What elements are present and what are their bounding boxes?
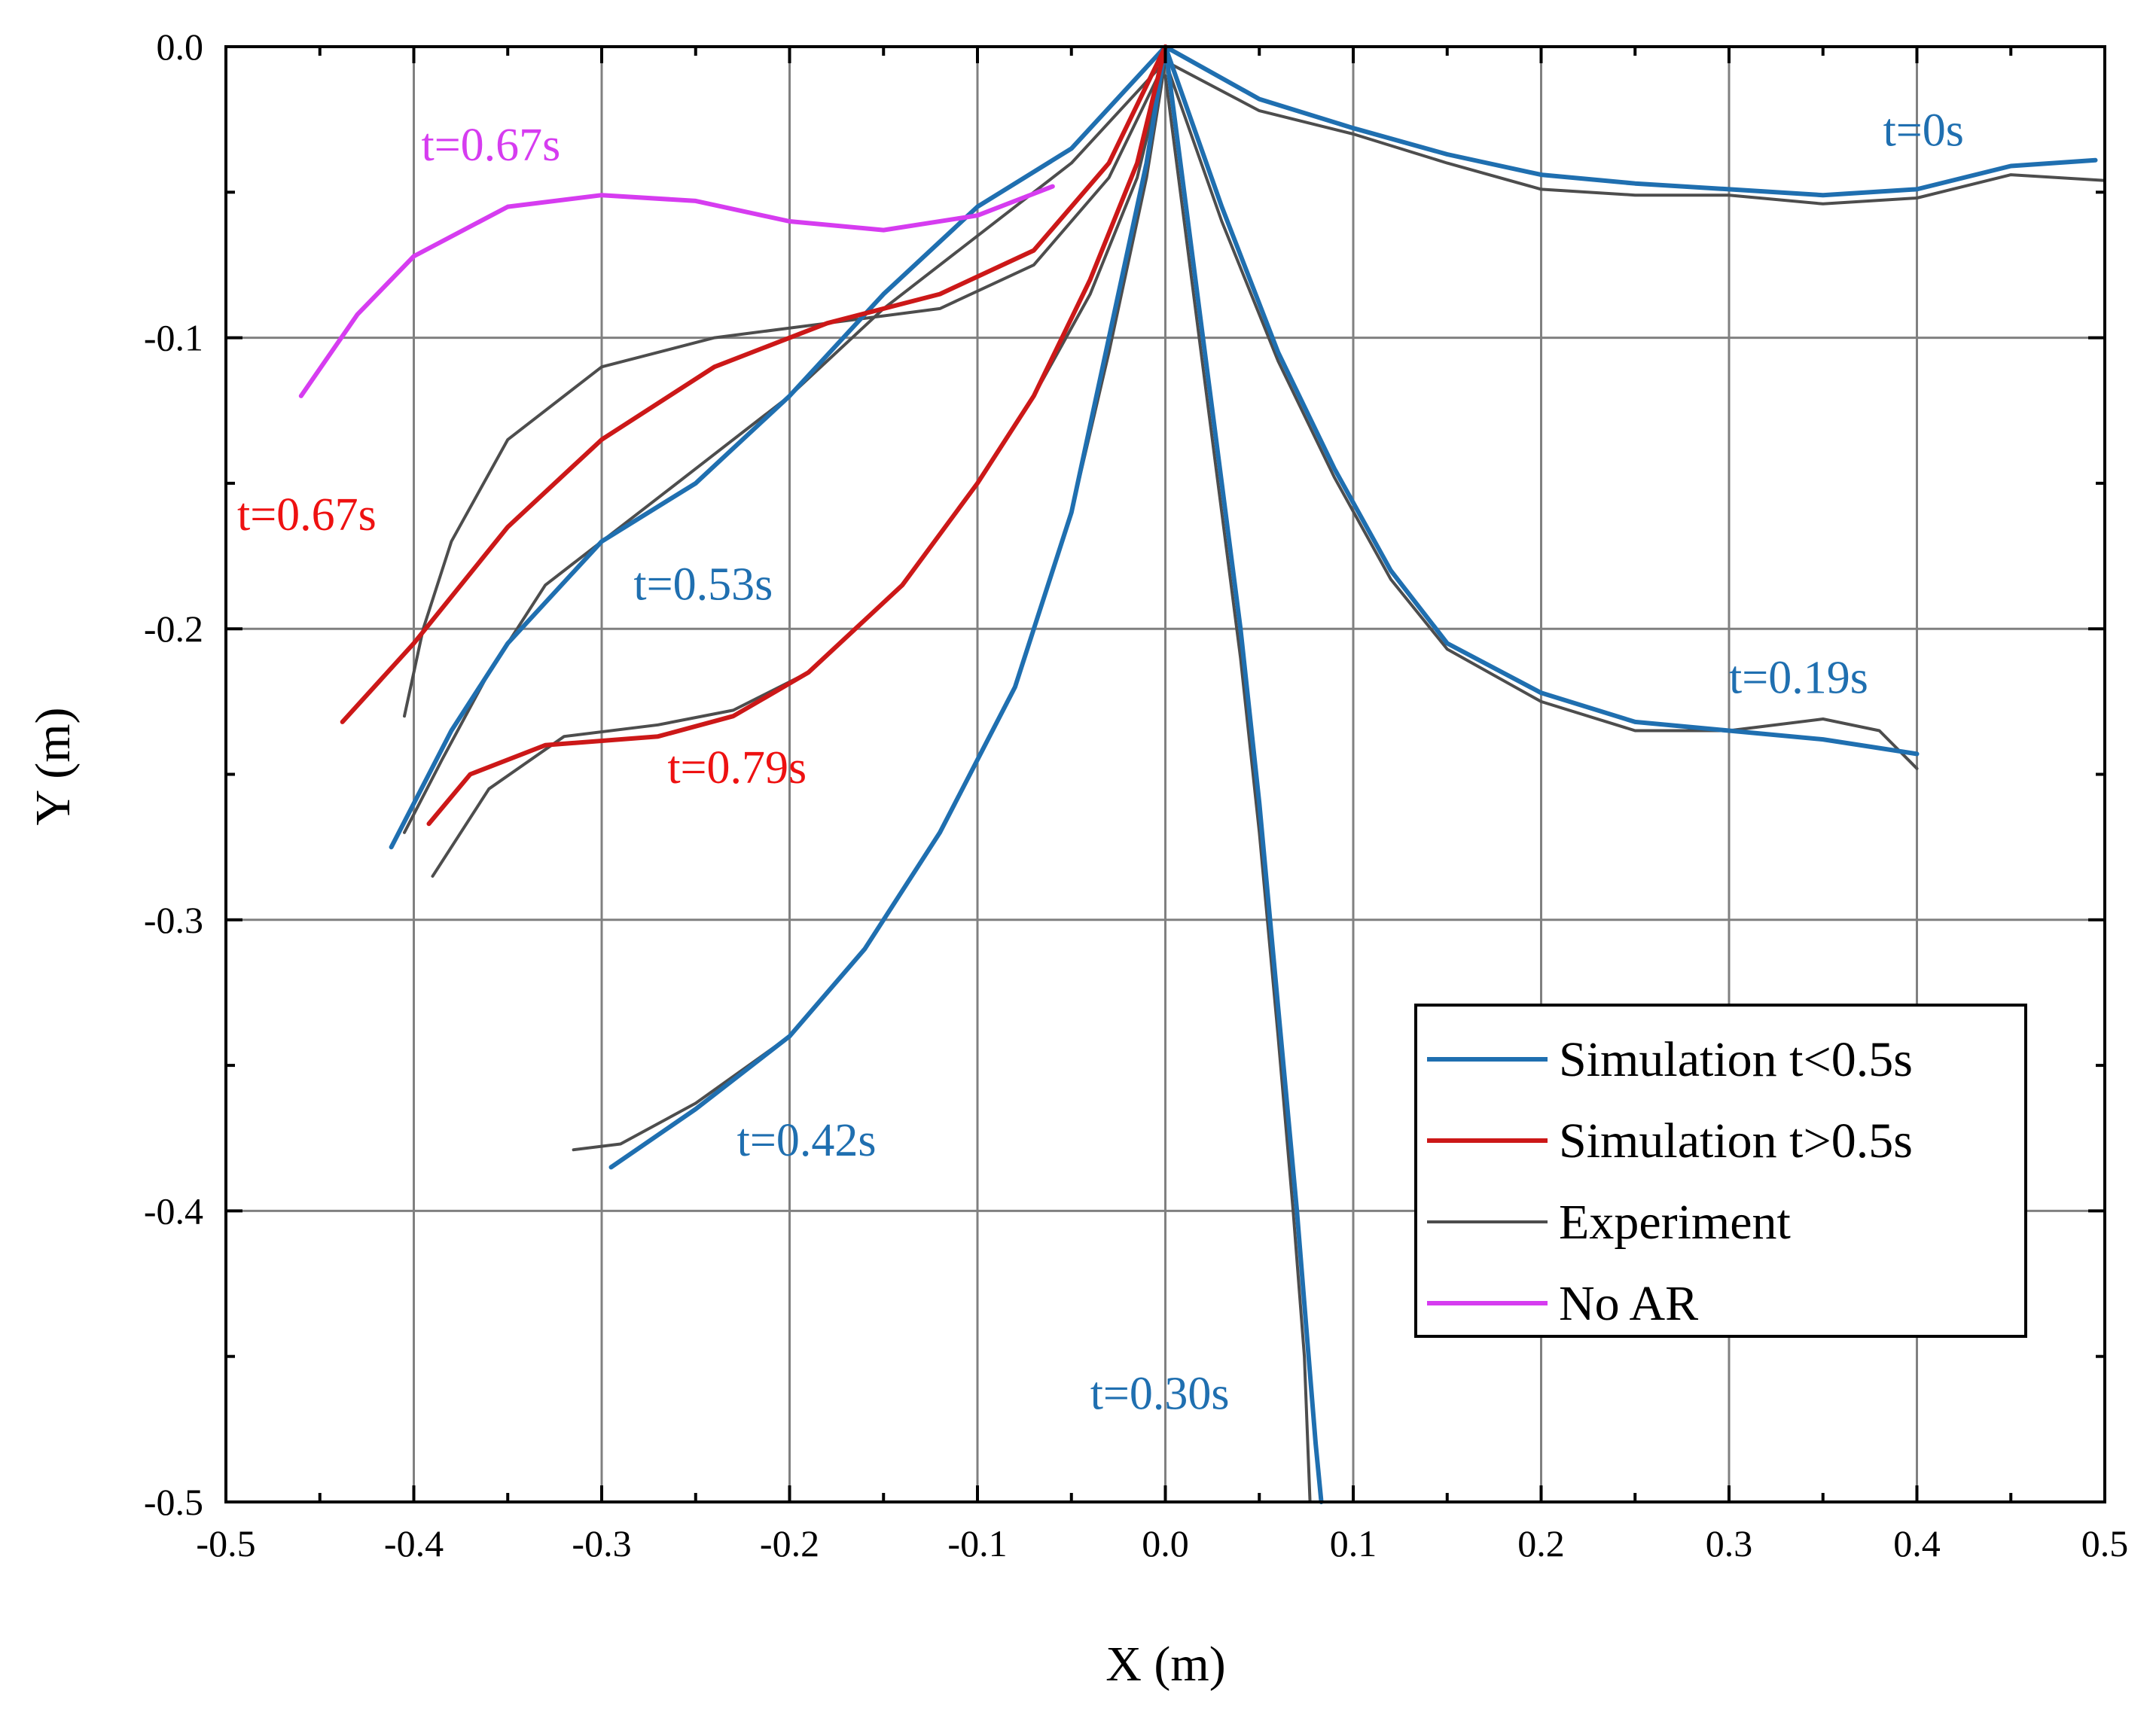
- series-line-simulation-t-0-5s: [608, 44, 1168, 1170]
- y-tick-label: 0.0: [157, 26, 204, 68]
- curve-time-label: t=0.30s: [1090, 1368, 1230, 1419]
- legend: Simulation t<0.5s Simulation t>0.5s Experi…: [1414, 1004, 2027, 1338]
- x-tick-label: -0.4: [384, 1522, 444, 1564]
- legend-label: No AR: [1559, 1276, 1698, 1331]
- x-tick-label: 0.5: [2081, 1522, 2129, 1564]
- legend-label: Experiment: [1559, 1195, 1791, 1250]
- x-tick-label: 0.4: [1893, 1522, 1941, 1564]
- series-group: [298, 44, 2106, 1504]
- y-tick-label: -0.5: [144, 1481, 203, 1523]
- series-line-simulation-t-0-5s: [1163, 44, 1920, 757]
- series-line-experiment: [1163, 74, 1312, 1503]
- x-tick-label: -0.3: [572, 1522, 631, 1564]
- series-line-no-ar: [298, 184, 1055, 398]
- series-line-simulation-t-0-5s: [1163, 44, 2098, 198]
- legend-label: Simulation t<0.5s: [1559, 1032, 1913, 1087]
- x-tick-label: 0.2: [1517, 1522, 1565, 1564]
- x-tick-label: 0.1: [1330, 1522, 1377, 1564]
- legend-label: Simulation t>0.5s: [1559, 1113, 1913, 1168]
- curve-time-label: t=0.67s: [237, 489, 377, 541]
- x-tick-label: 0.0: [1142, 1522, 1189, 1564]
- series-line-experiment: [1163, 59, 1919, 770]
- series-line-experiment: [403, 59, 1167, 834]
- plot-frame: [224, 45, 2106, 1503]
- y-axis-title: Y (m): [26, 707, 81, 825]
- x-tick-label: -0.1: [947, 1522, 1007, 1564]
- y-tick-label: -0.4: [144, 1190, 203, 1232]
- tick-labels: -0.5 -0.4 -0.3 -0.2 -0.1 0.0 0.1 0.2 0.3 0.4 0.5 0.…: [144, 26, 2128, 1564]
- curve-time-label: t=0s: [1883, 105, 1964, 156]
- curve-time-label: t=0.67s: [421, 120, 560, 171]
- series-line-simulation-t-0-5s: [426, 44, 1168, 827]
- curve-annotations: t=0s t=0.19s t=0.30s t=0.42s t=0.53s t=0.67s t…: [237, 105, 1964, 1419]
- x-tick-label: -0.5: [196, 1522, 255, 1564]
- x-axis-title: X (m): [1105, 1637, 1225, 1692]
- curve-time-label: t=0.79s: [667, 742, 807, 794]
- curve-time-label: t=0.53s: [633, 559, 773, 611]
- series-line-simulation-t-0-5s: [1163, 44, 1324, 1504]
- y-tick-label: -0.2: [144, 608, 203, 650]
- y-tick-label: -0.1: [144, 317, 203, 359]
- x-tick-label: 0.3: [1706, 1522, 1753, 1564]
- series-line-experiment: [1163, 59, 2106, 206]
- x-tick-label: -0.2: [760, 1522, 819, 1564]
- series-line-experiment: [403, 59, 1167, 718]
- curve-time-label: t=0.42s: [737, 1115, 877, 1166]
- curve-time-label: t=0.19s: [1729, 652, 1868, 703]
- y-tick-label: -0.3: [144, 899, 203, 941]
- series-line-simulation-t-0-5s: [340, 44, 1168, 724]
- series-line-simulation-t-0-5s: [389, 44, 1168, 850]
